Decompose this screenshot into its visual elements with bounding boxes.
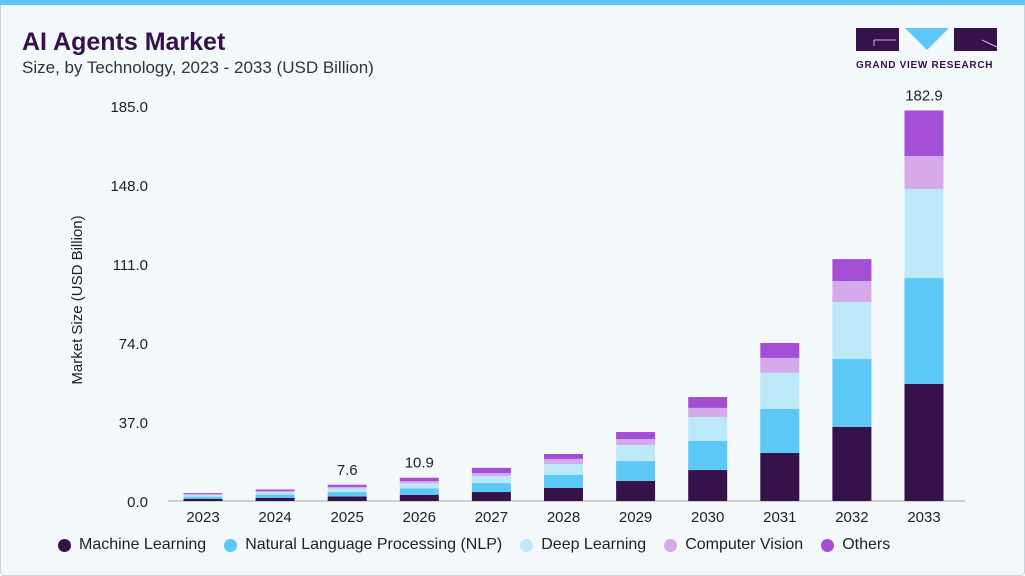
bar-segment-natural-language-processing-nlp- — [399, 488, 439, 495]
bar-segment-machine-learning — [616, 480, 656, 501]
bar-segment-others — [832, 259, 872, 282]
x-tick-label: 2030 — [691, 509, 724, 526]
bar-segment-machine-learning — [688, 470, 728, 501]
legend: Machine Learning Natural Language Process… — [58, 536, 890, 554]
y-tick-label: 0.0 — [127, 494, 148, 511]
bar-segment-machine-learning — [327, 496, 367, 501]
bar-segment-deep-learning — [399, 483, 439, 489]
bar-segment-others — [327, 484, 367, 487]
bar-segment-computer-vision — [688, 407, 728, 418]
legend-label: Others — [842, 536, 891, 553]
bar-segment-others — [399, 477, 439, 482]
legend-swatch-icon — [58, 538, 71, 552]
bar-segment-others — [760, 343, 800, 358]
bar-segment-others — [904, 110, 944, 156]
legend-label: Machine Learning — [79, 536, 207, 553]
x-tick-label: 2024 — [258, 509, 291, 526]
x-tick-label: 2029 — [619, 509, 652, 526]
x-tick-label: 2025 — [331, 509, 364, 526]
data-label: 7.6 — [337, 462, 358, 479]
x-tick-label: 2027 — [475, 509, 508, 526]
bar-segment-computer-vision — [616, 439, 656, 446]
top-accent-bar — [0, 0, 1025, 5]
legend-swatch-icon — [224, 538, 238, 552]
bar-segment-machine-learning — [832, 426, 872, 501]
data-label: 10.9 — [405, 455, 434, 472]
bar-segment-machine-learning — [399, 494, 439, 501]
legend-label: Computer Vision — [685, 536, 804, 553]
bar-segment-computer-vision — [904, 155, 944, 190]
y-tick-label: 74.0 — [119, 336, 148, 353]
bar-segment-deep-learning — [471, 476, 511, 484]
bar-segment-computer-vision — [399, 481, 439, 484]
bar-segment-natural-language-processing-nlp- — [255, 494, 295, 498]
legend-swatch-icon — [821, 538, 835, 552]
bar-segment-others — [471, 467, 511, 474]
legend-swatch-icon — [664, 538, 678, 552]
bar-segment-deep-learning — [904, 189, 944, 279]
bar-segment-natural-language-processing-nlp- — [688, 441, 728, 471]
bar-segment-computer-vision — [255, 490, 295, 493]
bar-segment-computer-vision — [544, 458, 583, 465]
bar-segment-deep-learning — [688, 417, 728, 442]
legend-item: Others — [821, 536, 890, 554]
bar-segment-computer-vision — [327, 486, 367, 489]
bar-segment-deep-learning — [832, 302, 872, 360]
bar-segment-natural-language-processing-nlp- — [904, 278, 944, 384]
data-label: 182.9 — [905, 87, 943, 104]
bar-segment-natural-language-processing-nlp- — [183, 496, 223, 499]
bar-segment-machine-learning — [904, 383, 944, 501]
bar-segment-natural-language-processing-nlp- — [471, 483, 511, 493]
bar-segment-natural-language-processing-nlp- — [832, 359, 872, 427]
bar-segment-others — [544, 454, 583, 459]
legend-item: Natural Language Processing (NLP) — [224, 536, 502, 554]
y-axis-label: Market Size (USD Billion) — [69, 215, 86, 384]
bar-segment-machine-learning — [544, 487, 583, 501]
legend-label: Deep Learning — [541, 536, 647, 553]
gvr-logo-icon — [856, 28, 998, 51]
x-tick-label: 2026 — [403, 509, 436, 526]
bar-segment-computer-vision — [760, 357, 800, 373]
bar-segment-others — [616, 432, 656, 440]
bar-segment-others — [688, 397, 728, 408]
bar-segment-computer-vision — [471, 473, 511, 477]
x-tick-label: 2028 — [547, 509, 580, 526]
x-tick-label: 2033 — [907, 509, 940, 526]
bar-segment-deep-learning — [327, 488, 367, 493]
bar-segment-deep-learning — [616, 445, 656, 462]
bar-segment-deep-learning — [255, 492, 295, 495]
bar-segment-others — [183, 493, 223, 495]
x-tick-label: 2023 — [186, 509, 219, 526]
bar-segment-machine-learning — [183, 498, 223, 501]
y-tick-label: 185.0 — [110, 99, 148, 116]
bar-segment-natural-language-processing-nlp- — [760, 408, 800, 453]
x-tick-label: 2031 — [763, 509, 796, 526]
grand-view-research-logo: GRAND VIEW RESEARCH — [856, 28, 998, 71]
y-tick-label: 148.0 — [110, 178, 148, 195]
logo-text: GRAND VIEW RESEARCH — [856, 60, 994, 71]
legend-item: Machine Learning — [58, 536, 206, 554]
bar-segment-machine-learning — [760, 452, 800, 501]
legend-item: Deep Learning — [520, 536, 646, 554]
bar-segment-deep-learning — [760, 372, 800, 409]
bar-segment-natural-language-processing-nlp- — [544, 474, 583, 488]
legend-item: Computer Vision — [664, 536, 803, 554]
bar-segment-machine-learning — [255, 497, 295, 501]
bar-segment-computer-vision — [832, 281, 872, 303]
bar-segment-natural-language-processing-nlp- — [616, 461, 656, 481]
x-tick-label: 2032 — [835, 509, 868, 526]
bar-segment-computer-vision — [183, 494, 223, 495]
bar-segment-machine-learning — [471, 492, 511, 501]
bar-segment-deep-learning — [544, 464, 583, 475]
legend-label: Natural Language Processing (NLP) — [245, 536, 503, 553]
y-tick-label: 111.0 — [113, 257, 148, 274]
bar-segment-natural-language-processing-nlp- — [327, 492, 367, 497]
legend-swatch-icon — [520, 538, 534, 552]
bar-segment-others — [255, 489, 295, 491]
bar-segment-deep-learning — [183, 494, 223, 497]
chart-subtitle: Size, by Technology, 2023 - 2033 (USD Bi… — [22, 58, 374, 77]
y-tick-label: 37.0 — [119, 415, 148, 432]
chart-title: AI Agents Market — [22, 28, 226, 56]
